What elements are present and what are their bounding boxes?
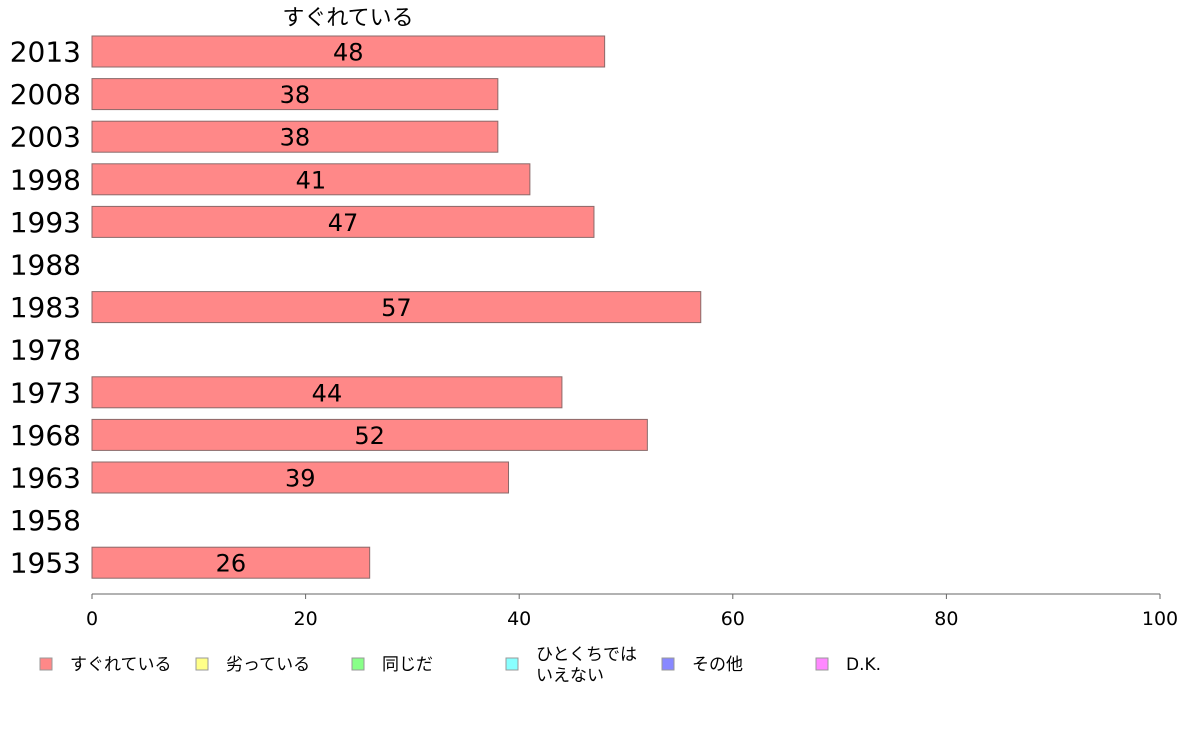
bar: [91, 291, 702, 324]
x-tick-label: 20: [294, 608, 318, 630]
y-tick-label: 1988: [10, 249, 81, 282]
y-tick-label: 1958: [10, 504, 81, 537]
chart-title: すぐれている: [282, 6, 413, 31]
bar: [91, 376, 563, 409]
y-tick-label: 1983: [10, 291, 81, 324]
data-label: 38: [280, 81, 311, 109]
x-tick-label: 40: [507, 608, 531, 630]
data-label: 44: [312, 379, 343, 407]
data-label: 57: [381, 294, 412, 322]
legend-label: 同じだ: [382, 655, 433, 675]
y-tick-label: 1968: [10, 419, 81, 452]
x-tick-label: 60: [721, 608, 745, 630]
legend-label: その他: [692, 655, 743, 675]
x-tick-label: 100: [1142, 608, 1178, 630]
y-tick-label: 1953: [10, 547, 81, 580]
y-tick-label: 2008: [10, 78, 81, 111]
y-tick-label: 1978: [10, 334, 81, 367]
y-tick-label: 1963: [10, 462, 81, 495]
y-tick-label: 2003: [10, 121, 81, 154]
data-label: 26: [216, 550, 247, 578]
data-label: 39: [285, 465, 316, 493]
bar: [91, 35, 606, 68]
y-axis-labels: 2013 2008 2003 1998 1993 1988 1983 1978 1973 1968…: [10, 36, 81, 580]
data-label: 48: [333, 39, 364, 67]
legend: すぐれている 劣っている 同じだ ひとくちではいえない その他 D.K.: [39, 645, 881, 686]
data-label: 38: [280, 124, 311, 152]
legend-swatch: [351, 657, 365, 671]
legend-swatch: [505, 657, 519, 671]
y-tick-label: 1973: [10, 376, 81, 409]
legend-swatch: [39, 657, 53, 671]
bar: [91, 418, 648, 451]
legend-label: 劣っている: [226, 655, 310, 675]
bar: [91, 461, 510, 494]
bar: [91, 120, 499, 153]
x-tick-label: 0: [86, 608, 98, 630]
bar: [91, 546, 371, 579]
data-label: 47: [328, 209, 359, 237]
legend-label: D.K.: [846, 655, 881, 675]
bar: [91, 163, 531, 196]
y-tick-label: 1993: [10, 206, 81, 239]
legend-swatch: [661, 657, 675, 671]
data-label: 41: [296, 166, 327, 194]
bar: [91, 205, 595, 238]
y-tick-label: 1998: [10, 163, 81, 196]
legend-label: ひとくちではいえない: [536, 645, 637, 686]
x-axis: 0 20 40 60 80 100: [86, 593, 1178, 630]
data-label: 52: [354, 422, 385, 450]
legend-label: すぐれている: [70, 655, 172, 675]
bar: [91, 78, 499, 111]
y-tick-label: 2013: [10, 36, 81, 69]
x-tick-label: 80: [934, 608, 958, 630]
legend-swatch: [815, 657, 829, 671]
legend-swatch: [195, 657, 209, 671]
